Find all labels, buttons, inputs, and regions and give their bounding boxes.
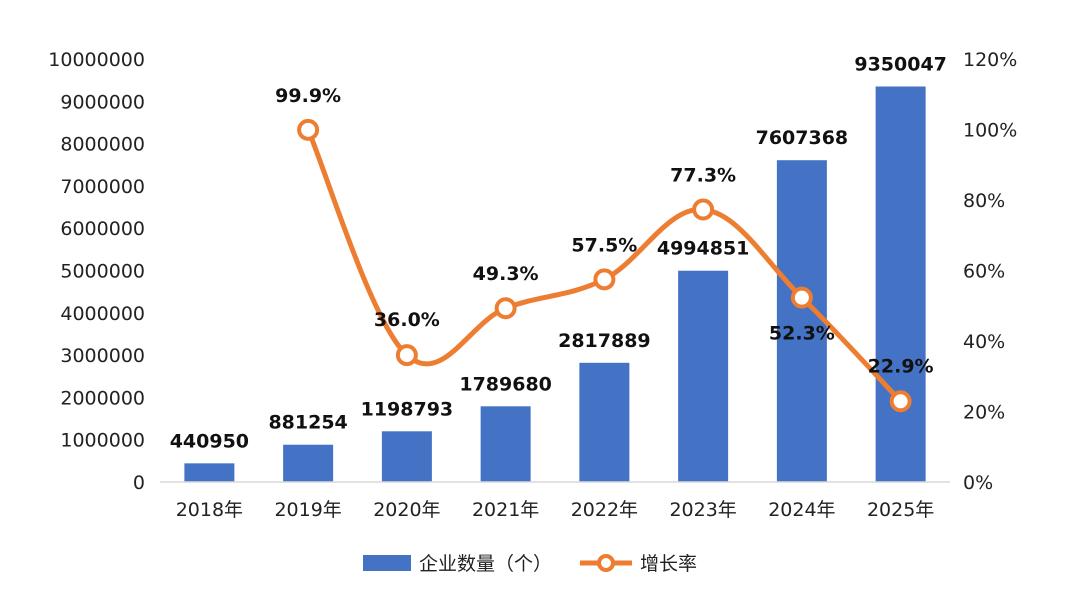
right-tick-label: 120% bbox=[963, 49, 1017, 71]
left-axis-ticks: 0 1000000 2000000 3000000 4000000 5000000 6000… bbox=[48, 49, 145, 494]
bar bbox=[184, 463, 235, 482]
x-tick-label: 2018年 bbox=[176, 499, 243, 521]
bar-data-label: 1198793 bbox=[361, 398, 454, 420]
legend-label-bar: 企业数量（个） bbox=[419, 553, 552, 575]
line-data-label: 57.5% bbox=[571, 234, 637, 256]
bar bbox=[776, 160, 827, 483]
left-tick-label: 1000000 bbox=[60, 430, 145, 452]
bar-data-label: 7607368 bbox=[756, 127, 849, 149]
bar-data-label: 4994851 bbox=[657, 238, 750, 260]
line-point bbox=[297, 118, 320, 141]
left-tick-label: 4000000 bbox=[60, 303, 145, 325]
right-axis-ticks: 0% 20% 40% 60% 80% 100% 120% bbox=[963, 49, 1017, 494]
bar-data-label: 2817889 bbox=[558, 330, 651, 352]
legend-swatch-marker bbox=[597, 554, 615, 572]
line-data-label: 99.9% bbox=[275, 85, 341, 107]
line-series bbox=[297, 118, 912, 413]
right-tick-label: 20% bbox=[963, 402, 1005, 424]
left-tick-label: 5000000 bbox=[60, 261, 145, 283]
line-data-label: 22.9% bbox=[868, 355, 934, 377]
line-data-label: 77.3% bbox=[670, 165, 736, 187]
bar bbox=[579, 362, 630, 482]
x-axis: 2018年 2019年 2020年 2021年 2022年 2023年 2024年 2025年 bbox=[160, 481, 950, 521]
legend-label-line: 增长率 bbox=[640, 553, 697, 575]
left-tick-label: 7000000 bbox=[60, 176, 145, 198]
bar bbox=[678, 270, 729, 482]
left-tick-label: 8000000 bbox=[60, 134, 145, 156]
line-data-label: 49.3% bbox=[473, 263, 539, 285]
left-tick-label: 10000000 bbox=[48, 49, 145, 71]
x-tick-label: 2021年 bbox=[472, 499, 539, 521]
x-tick-label: 2024年 bbox=[768, 499, 835, 521]
bar-data-label: 440950 bbox=[170, 430, 249, 452]
left-tick-label: 6000000 bbox=[60, 218, 145, 240]
bar bbox=[283, 444, 334, 482]
left-tick-label: 2000000 bbox=[60, 387, 145, 409]
bar bbox=[875, 86, 926, 482]
x-tick-label: 2020年 bbox=[373, 499, 440, 521]
line-point bbox=[593, 268, 616, 291]
line-data-label: 52.3% bbox=[769, 323, 835, 345]
bar-series bbox=[184, 86, 926, 483]
line-point bbox=[790, 286, 813, 309]
legend: 企业数量（个） 增长率 bbox=[363, 553, 697, 575]
x-tick-label: 2022年 bbox=[571, 499, 638, 521]
line-point bbox=[494, 297, 517, 320]
right-tick-label: 40% bbox=[963, 331, 1005, 353]
line-point bbox=[692, 198, 715, 221]
left-tick-label: 9000000 bbox=[60, 91, 145, 113]
x-tick-label: 2019年 bbox=[274, 499, 341, 521]
line-data-label: 36.0% bbox=[374, 309, 440, 331]
left-tick-label: 3000000 bbox=[60, 345, 145, 367]
bar-data-label: 881254 bbox=[268, 412, 347, 434]
right-tick-label: 60% bbox=[963, 261, 1005, 283]
bar-data-label: 9350047 bbox=[854, 53, 947, 75]
x-tick-label: 2023年 bbox=[669, 499, 736, 521]
line-point bbox=[889, 390, 912, 413]
x-tick-label: 2025年 bbox=[867, 499, 934, 521]
right-tick-label: 100% bbox=[963, 120, 1017, 142]
right-tick-label: 80% bbox=[963, 190, 1005, 212]
left-tick-label: 0 bbox=[133, 472, 145, 494]
bar bbox=[381, 431, 432, 482]
line-data-labels: 99.9% 36.0% 49.3% 57.5% 77.3% 52.3% 22.9% bbox=[275, 85, 933, 377]
bar-data-label: 1789680 bbox=[459, 373, 552, 395]
legend-swatch-bar bbox=[363, 555, 411, 571]
bar bbox=[480, 406, 531, 482]
right-tick-label: 0% bbox=[963, 472, 993, 494]
line-point bbox=[395, 344, 418, 367]
